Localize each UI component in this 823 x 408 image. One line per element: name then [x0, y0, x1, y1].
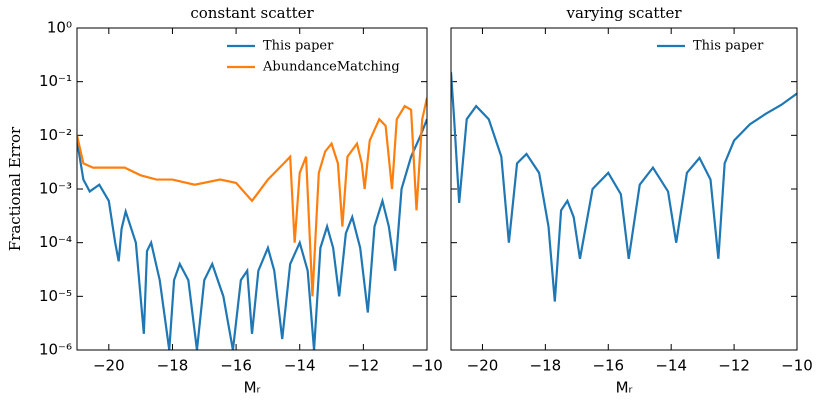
y-tick-label: 10⁻⁴	[39, 233, 72, 251]
legend-label: This paper	[263, 39, 334, 54]
y-tick-label: 10⁰	[47, 19, 72, 37]
x-tick-label: −16	[592, 357, 624, 375]
plot-frame	[450, 27, 798, 351]
y-tick-label: 10⁻⁵	[39, 287, 72, 305]
x-tick-label: −20	[467, 357, 499, 375]
x-tick-label: −14	[655, 357, 687, 375]
panel-title: varying scatter	[565, 4, 682, 22]
y-tick-label: 10⁻²	[39, 126, 72, 144]
x-tick-label: −20	[93, 357, 125, 375]
x-tick-label: −18	[530, 357, 562, 375]
data-line	[77, 97, 427, 297]
panel-title: constant scatter	[190, 4, 314, 22]
x-tick-label: −16	[220, 357, 252, 375]
x-axis-label: Mᵣ	[244, 379, 261, 397]
legend-label: AbundanceMatching	[262, 60, 400, 75]
y-tick-label: 10⁻³	[39, 180, 72, 198]
x-tick-label: −10	[411, 357, 443, 375]
x-tick-label: −12	[348, 357, 380, 375]
legend-label: This paper	[693, 39, 764, 54]
x-tick-label: −18	[157, 357, 189, 375]
data-line	[77, 118, 427, 350]
x-tick-label: −12	[718, 357, 750, 375]
x-axis-label: Mᵣ	[616, 379, 633, 397]
x-tick-label: −10	[781, 357, 813, 375]
y-axis-label: Fractional Error	[6, 126, 24, 251]
y-tick-label: 10⁻¹	[39, 72, 72, 90]
plot-frame	[76, 27, 428, 351]
data-line	[451, 72, 797, 302]
x-tick-label: −14	[284, 357, 316, 375]
y-tick-label: 10⁻⁶	[39, 341, 72, 359]
